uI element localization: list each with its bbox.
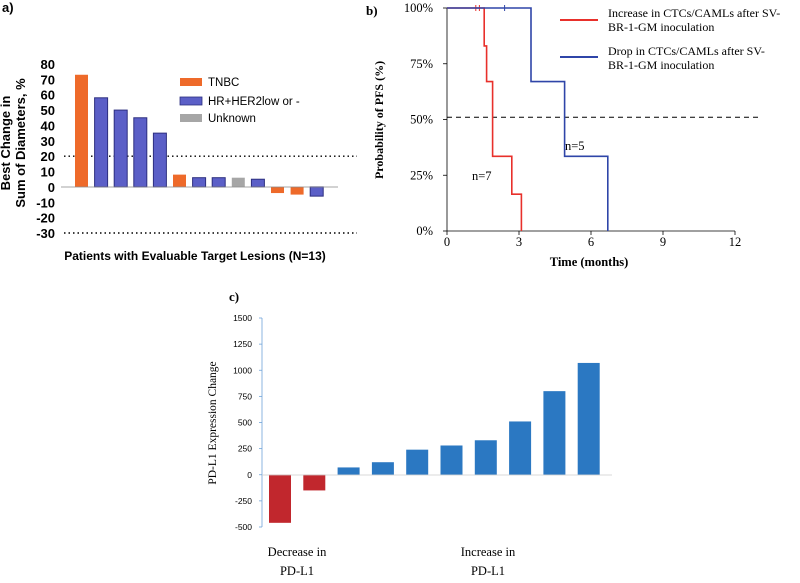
panel-b-label: b) [366, 3, 378, 18]
c-bar-0 [269, 474, 291, 523]
b-ytick-label-3: 25% [410, 168, 433, 182]
panel-a-xlabel: Patients with Evaluable Target Lesions (… [64, 249, 326, 263]
panel-b-n-drop: n=5 [565, 139, 585, 153]
a-bar-11 [290, 186, 304, 195]
c-bar-3 [371, 462, 394, 475]
b-xtick-label-2: 6 [588, 235, 594, 249]
a-ytick-label-6: 20 [41, 149, 55, 164]
a-ytick-label-10: -20 [36, 211, 55, 226]
a-bar-10 [271, 186, 284, 194]
panel-b-n-increase: n=7 [472, 169, 492, 183]
c-bar-9 [577, 362, 600, 475]
panel-b-legend: Increase in CTCs/CAMLs after SV- BR-1-GM… [560, 6, 780, 72]
a-ytick-label-3: 50 [41, 103, 55, 118]
c-bar-1 [303, 474, 326, 491]
b-xtick-label-3: 9 [660, 235, 666, 249]
panel-b: b) Probability of PFS (%) 100% 75% 50% 25% 0… [366, 1, 780, 269]
b-km-curve-drop [447, 7, 609, 231]
b-xtick-label-1: 3 [516, 235, 522, 249]
a-bar-4 [152, 132, 167, 188]
panel-a-ylabel-line1: Best Change in [0, 96, 13, 191]
panel-c-ylabel: PD-L1 Expression Change [207, 361, 219, 484]
a-bar-8 [231, 177, 245, 187]
c-ytick-label-1: 1250 [233, 339, 252, 349]
panel-c-group-decrease-line2: PD-L1 [280, 564, 314, 578]
a-ytick-label-1: 70 [41, 72, 55, 87]
c-ytick-label-6: 0 [247, 470, 252, 480]
c-ytick-label-8: -500 [235, 522, 252, 532]
legend-label-increase-line1: Increase in CTCs/CAMLs after SV- [608, 6, 780, 20]
panel-b-ylabel: Probability of PFS (%) [372, 61, 386, 179]
a-bar-0 [75, 74, 88, 187]
c-ytick-label-0: 1500 [233, 313, 252, 323]
a-bar-9 [250, 178, 265, 188]
a-bar-3 [133, 117, 148, 188]
c-bar-6 [474, 440, 497, 475]
panel-a-ylabel-line2: Sum of Diameters, % [13, 78, 28, 208]
legend-label-increase-line2: BR-1-GM inoculation [608, 20, 714, 34]
a-ytick-label-7: 10 [41, 165, 55, 180]
c-ytick-label-7: -250 [235, 496, 252, 506]
a-bar-5 [173, 174, 186, 187]
b-ytick-label-0: 100% [404, 1, 433, 15]
b-ytick-label-1: 75% [410, 57, 433, 71]
c-bar-5 [440, 445, 463, 475]
panel-b-xlabel: Time (months) [550, 255, 629, 269]
panel-c-group-increase-line1: Increase in [461, 545, 516, 559]
legend-label-tnbc: TNBC [208, 77, 239, 89]
b-km-curve-increase [447, 7, 523, 231]
c-ytick-label-4: 500 [238, 418, 252, 428]
legend-label-drop-line1: Drop in CTCs/CAMLs after SV- [608, 44, 765, 58]
panel-c-group-increase-line2: PD-L1 [471, 564, 505, 578]
c-bar-4 [406, 449, 429, 475]
b-ytick-label-4: 0% [416, 224, 433, 238]
legend-swatch-hr-her2 [179, 96, 203, 106]
a-ytick-label-11: -30 [36, 226, 55, 241]
b-xtick-label-0: 0 [444, 235, 450, 249]
a-ytick-label-8: 0 [48, 180, 55, 195]
c-bar-8 [543, 391, 566, 475]
panel-c-group-decrease-line1: Decrease in [268, 545, 327, 559]
c-ytick-label-2: 1000 [233, 365, 252, 375]
a-ytick-label-9: -10 [36, 195, 55, 210]
a-ytick-label-5: 30 [41, 134, 55, 149]
b-ytick-label-2: 50% [410, 113, 433, 127]
panel-a-label: a) [2, 0, 14, 15]
legend-label-unknown: Unknown [208, 113, 256, 125]
a-bar-12 [309, 186, 324, 197]
panel-a: a) Best Change in Sum of Diameters, % 80… [0, 0, 357, 263]
panel-c: c) PD-L1 Expression Change 1500 1250 1000 7… [207, 289, 612, 578]
c-ytick-label-5: 250 [238, 444, 252, 454]
a-ytick-label-0: 80 [41, 57, 55, 72]
a-ytick-label-2: 60 [41, 88, 55, 103]
a-bar-1 [94, 97, 109, 188]
a-bar-2 [113, 109, 128, 188]
legend-swatch-tnbc [180, 78, 202, 86]
legend-label-hr-her2: HR+HER2low or - [208, 96, 300, 108]
panel-a-legend: TNBC HR+HER2low or - Unknown [179, 77, 300, 125]
a-bar-6 [192, 177, 207, 188]
b-xtick-label-4: 12 [729, 235, 742, 249]
legend-swatch-unknown [180, 114, 202, 122]
c-bar-2 [337, 467, 360, 475]
a-bar-7 [211, 177, 226, 188]
c-bar-7 [509, 421, 532, 475]
c-ytick-label-3: 750 [238, 391, 252, 401]
a-ytick-label-4: 40 [41, 118, 55, 133]
legend-label-drop-line2: BR-1-GM inoculation [608, 58, 714, 72]
panel-c-label: c) [229, 289, 239, 304]
